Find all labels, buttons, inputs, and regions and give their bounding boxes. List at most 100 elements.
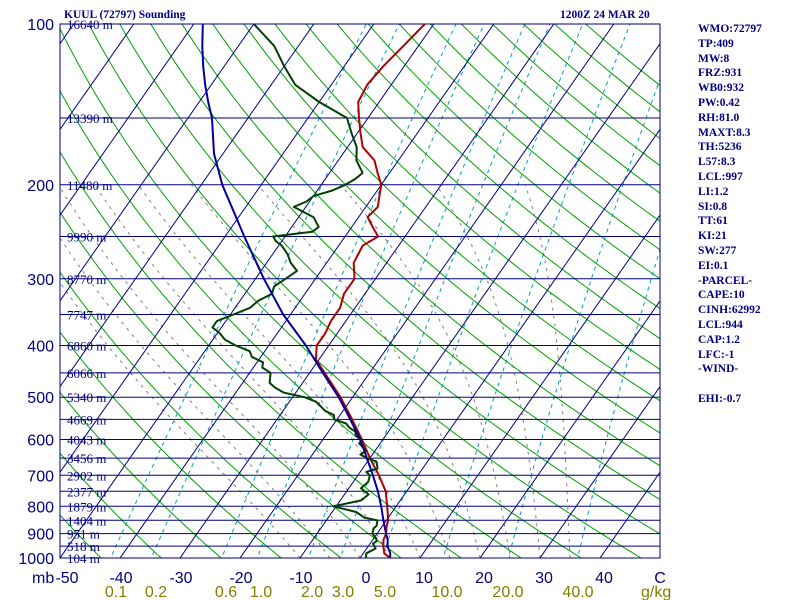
- stat-line: CAP:1.2: [698, 333, 740, 346]
- dry-adiabat-line: [60, 211, 402, 558]
- isotherm-line: [60, 24, 135, 131]
- temperature-tick-label: -20: [229, 570, 252, 587]
- mixing-ratio-label: 1.0: [250, 584, 272, 600]
- dry-adiabat-line: [60, 514, 102, 558]
- height-label: 4669 m: [67, 412, 106, 427]
- dewpoint-line: [211, 24, 379, 558]
- mixing-ratio-line: [221, 24, 457, 558]
- stat-line: EHI:-0.7: [698, 392, 742, 405]
- temperature-tick-label: -10: [289, 570, 312, 587]
- temperature-tick-label: -40: [109, 570, 132, 587]
- dry-adiabat-line: [60, 391, 222, 558]
- temperature-tick-label: 20: [475, 570, 493, 587]
- height-label: 104 m: [67, 551, 100, 566]
- isotherm-line: [299, 42, 660, 558]
- moist-adiabat-line: [524, 184, 571, 558]
- stat-line: EI:0.1: [698, 259, 729, 272]
- moist-adiabat-line: [257, 184, 481, 558]
- height-label: 5340 m: [67, 390, 106, 405]
- temperature-tick-label: -30: [169, 570, 192, 587]
- height-label: 518 m: [67, 539, 100, 554]
- mixing-ratio-line: [339, 24, 551, 558]
- height-label: 1404 m: [67, 513, 106, 528]
- stat-line: LI:1.2: [698, 185, 729, 198]
- mixing-ratio-label: 5.0: [374, 584, 396, 600]
- pressure-tick-label: 1000: [18, 551, 54, 568]
- dry-adiabat-line: [60, 331, 282, 558]
- mixing-ratio-label: 40.0: [562, 584, 593, 600]
- height-label: 7747 m: [67, 308, 106, 323]
- height-label: 4043 m: [67, 433, 106, 448]
- stat-line: WMO:72797: [698, 23, 762, 35]
- mixing-ratio-label: 0.2: [145, 584, 167, 600]
- stat-line: SW:277: [698, 244, 737, 257]
- pressure-unit-label: mb: [32, 570, 54, 587]
- height-label: 1879 m: [67, 499, 106, 514]
- pressure-tick-label: 700: [27, 468, 54, 485]
- dry-adiabat-line: [60, 271, 342, 558]
- isotherm-line: [239, 24, 615, 558]
- stat-line: TT:61: [698, 215, 728, 228]
- mixing-ratio-line: [307, 24, 526, 558]
- height-label: 16640 m: [67, 17, 113, 32]
- dry-adiabat-group: [60, 24, 660, 558]
- stat-line: CAPE:10: [698, 289, 745, 302]
- pressure-tick-label: 400: [27, 339, 54, 356]
- moist-adiabat-line: [60, 237, 331, 558]
- mixing-ratio-label: 3.0: [332, 584, 354, 600]
- stat-line: -PARCEL-: [698, 274, 753, 287]
- temperature-tick-label: 10: [415, 570, 433, 587]
- mixing-ratio-label: 10.0: [431, 584, 462, 600]
- mixing-ratio-line: [109, 24, 367, 558]
- stat-line: TH:5236: [698, 141, 742, 154]
- sounding-title: KUUL (72797) Sounding: [64, 9, 186, 21]
- height-label: 3456 m: [67, 451, 106, 466]
- stat-line: LFC:-1: [698, 348, 735, 361]
- stat-line: CINH:62992: [698, 304, 761, 317]
- parcel-line: [201, 24, 392, 558]
- stat-line: KI:21: [698, 230, 727, 243]
- dry-adiabat-line: [60, 27, 583, 558]
- temperature-line: [314, 24, 426, 558]
- isobar-group: [59, 23, 661, 559]
- isotherm-line: [60, 24, 435, 558]
- mixing-ratio-group: [109, 24, 660, 558]
- temperature-tick-label: 0: [362, 570, 371, 587]
- temperature-unit-label: C: [654, 570, 666, 587]
- height-label: 11480 m: [67, 178, 112, 193]
- height-label: 9990 m: [67, 229, 106, 244]
- isotherm-line: [60, 24, 375, 474]
- mixing-ratio-line: [256, 24, 485, 558]
- moist-adiabat-line: [435, 184, 541, 558]
- pressure-tick-label: 200: [27, 178, 54, 195]
- mixing-ratio-label: 0.1: [105, 584, 127, 600]
- stat-line: TP:409: [698, 37, 734, 50]
- stat-line: LCL:944: [698, 318, 743, 331]
- height-label: 8770 m: [67, 272, 106, 287]
- mixing-ratio-line: [150, 24, 400, 558]
- mixing-ratio-line: [442, 24, 631, 558]
- stat-line: PW:0.42: [698, 96, 740, 109]
- isotherm-line: [119, 24, 495, 558]
- temperature-tick-label: -50: [55, 570, 78, 587]
- stat-line: LCL:997: [698, 170, 743, 183]
- height-label: 13390 m: [67, 111, 113, 126]
- height-label: 6066 m: [67, 366, 106, 381]
- height-label: 2902 m: [67, 468, 106, 483]
- stat-line: L57:8.3: [698, 156, 736, 169]
- height-label: 6860 m: [67, 339, 106, 354]
- moist-adiabat-line: [191, 184, 451, 558]
- height-label: 2377 m: [67, 484, 106, 499]
- pressure-tick-label: 600: [27, 433, 54, 450]
- isotherm-line: [539, 385, 660, 558]
- series-group: [201, 24, 426, 558]
- dry-adiabat-line: [119, 24, 660, 535]
- isotherm-line: [60, 24, 195, 217]
- mixing-ratio-line: [381, 24, 584, 558]
- temperature-tick-label: 30: [535, 570, 553, 587]
- pressure-tick-label: 300: [27, 272, 54, 289]
- stat-line: RH:81.0: [698, 111, 740, 124]
- pressure-tick-label: 800: [27, 499, 54, 516]
